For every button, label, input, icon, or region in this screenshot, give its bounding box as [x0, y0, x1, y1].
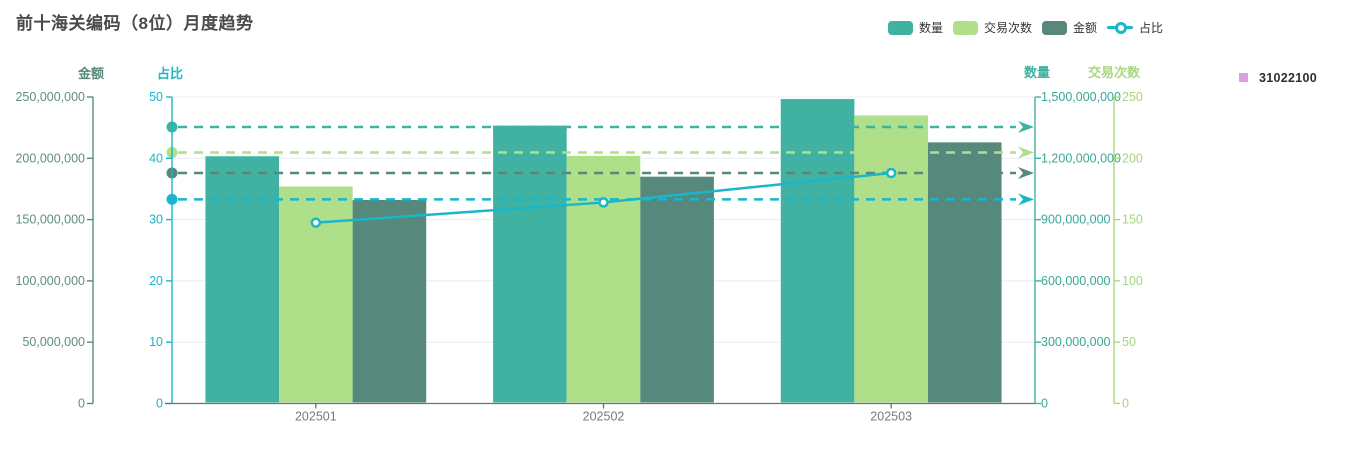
y-axis-ratio [166, 96, 173, 405]
x-tick-label-202503: 202503 [870, 410, 912, 424]
legend-item-transactions[interactable]: 交易次数 [953, 19, 1032, 36]
bar-amount-202502[interactable] [640, 176, 714, 403]
tick-label-amount: 150,000,000 [15, 213, 85, 227]
ratio-point-202501[interactable] [310, 217, 322, 228]
tick-label-transactions: 100 [1122, 274, 1143, 288]
bar-amount-202503[interactable] [927, 142, 1002, 403]
quantity-swatch-icon [888, 20, 913, 35]
legend-label-amount: 金额 [1073, 21, 1098, 35]
tick-label-quantity: 900,000,000 [1041, 213, 1111, 227]
legend-label-quantity: 数量 [919, 21, 944, 35]
chart-title: 前十海关编码（8位）月度趋势 [16, 14, 254, 33]
tick-label-transactions: 250 [1122, 90, 1143, 104]
axis-name-transactions: 交易次数 [1088, 65, 1141, 80]
markline-arrow-icon [1018, 193, 1034, 206]
tick-label-quantity: 300,000,000 [1041, 335, 1111, 349]
legend-item-quantity[interactable]: 数量 [888, 19, 943, 36]
tick-label-ratio: 10 [149, 335, 163, 349]
tick-label-amount: 50,000,000 [22, 335, 85, 349]
legend-item-ratio[interactable]: 占比 [1107, 19, 1163, 36]
tick-label-ratio: 0 [156, 397, 163, 411]
ratio-line-circle-icon [1107, 21, 1134, 35]
side-legend-item-31022100[interactable]: 31022100 [1239, 71, 1317, 85]
markline-arrow-icon [1018, 167, 1034, 180]
axis-name-quantity: 数量 [1024, 65, 1050, 80]
bar-quantity-202501[interactable] [205, 156, 280, 403]
tick-label-quantity: 1,200,000,000 [1041, 151, 1121, 165]
y-axis-amount [87, 96, 94, 405]
tick-label-transactions: 0 [1122, 397, 1129, 411]
code-label: 31022100 [1259, 71, 1318, 85]
code-swatch-icon [1239, 73, 1248, 82]
axis-name-ratio: 占比 [157, 66, 183, 81]
bar-transactions-202502[interactable] [566, 155, 641, 403]
bar-quantity-202502[interactable] [493, 125, 567, 403]
y-axis-quantity [1034, 96, 1041, 405]
legend-label-transactions: 交易次数 [984, 21, 1033, 35]
tick-label-quantity: 600,000,000 [1041, 274, 1111, 288]
tick-label-ratio: 40 [149, 151, 163, 165]
tick-label-quantity: 0 [1041, 397, 1048, 411]
ratio-point-202502[interactable] [598, 197, 609, 208]
tick-label-transactions: 150 [1122, 213, 1143, 227]
transactions-swatch-icon [953, 20, 979, 35]
bar-transactions-202503[interactable] [854, 115, 928, 403]
legend-label-ratio: 占比 [1139, 21, 1164, 35]
legend-item-amount[interactable]: 金额 [1042, 19, 1097, 36]
bar-quantity-202503[interactable] [780, 99, 855, 403]
tick-label-amount: 250,000,000 [15, 90, 85, 104]
x-tick-label-202502: 202502 [583, 410, 625, 424]
tick-label-amount: 0 [78, 397, 85, 411]
markline-arrow-icon [1018, 120, 1034, 133]
y-axis-transactions [1113, 96, 1120, 405]
axis-name-amount: 金额 [77, 66, 104, 81]
amount-swatch-icon [1042, 20, 1068, 35]
tick-label-amount: 100,000,000 [15, 274, 85, 288]
tick-label-transactions: 200 [1122, 151, 1143, 165]
tick-label-ratio: 50 [149, 90, 163, 104]
markline-arrow-icon [1018, 146, 1034, 159]
tick-label-amount: 200,000,000 [15, 151, 85, 165]
tick-label-quantity: 1,500,000,000 [1041, 90, 1121, 104]
chart-legend: 数量 交易次数 金额 占比 [888, 20, 1163, 35]
tick-label-ratio: 30 [149, 213, 163, 227]
tick-label-ratio: 20 [149, 274, 163, 288]
bar-amount-202501[interactable] [352, 199, 427, 403]
tick-label-transactions: 50 [1122, 335, 1136, 349]
x-tick-label-202501: 202501 [295, 410, 337, 424]
ratio-point-202503[interactable] [885, 167, 897, 179]
